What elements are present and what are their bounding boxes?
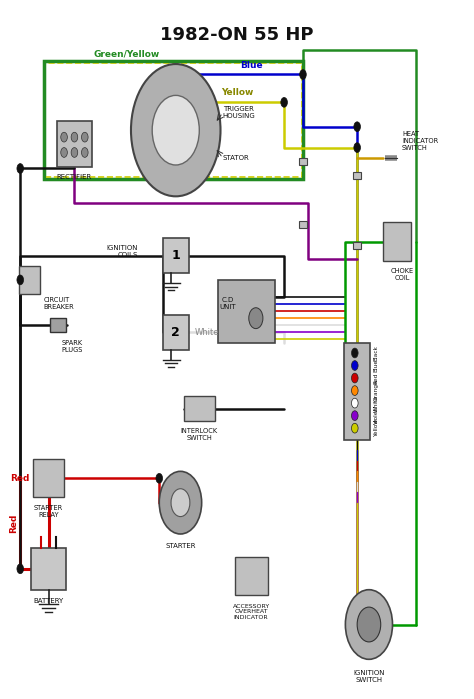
Circle shape [352,386,358,396]
Text: STATOR: STATOR [223,155,250,161]
Circle shape [354,122,360,131]
Circle shape [61,132,67,142]
Text: 1982-ON 55 HP: 1982-ON 55 HP [160,26,314,44]
Circle shape [71,132,78,142]
Text: Green/Yellow: Green/Yellow [93,50,159,59]
Text: Violet: Violet [374,408,379,424]
Text: C.D
UNIT: C.D UNIT [219,297,236,310]
Text: Yellow: Yellow [221,89,253,97]
FancyBboxPatch shape [353,172,361,179]
Circle shape [17,564,24,574]
Text: 2: 2 [172,326,180,338]
FancyBboxPatch shape [50,318,66,332]
FancyBboxPatch shape [353,242,361,249]
FancyBboxPatch shape [163,238,189,273]
FancyBboxPatch shape [299,158,307,165]
Text: Red: Red [374,373,379,384]
Text: STARTER
RELAY: STARTER RELAY [34,505,63,518]
Circle shape [71,147,78,157]
Text: IGNITION
SWITCH: IGNITION SWITCH [353,670,385,683]
Text: STARTER: STARTER [165,543,196,549]
Text: HEAT
INDICATOR
SWITCH: HEAT INDICATOR SWITCH [402,131,438,150]
Circle shape [131,64,220,196]
FancyBboxPatch shape [163,315,189,350]
Text: Blue: Blue [374,359,379,372]
Circle shape [354,143,360,152]
Circle shape [352,411,358,421]
Circle shape [82,132,88,142]
Bar [44,61,303,179]
FancyBboxPatch shape [235,556,268,595]
Text: INTERLOCK
SWITCH: INTERLOCK SWITCH [181,428,218,441]
Circle shape [159,471,201,534]
Text: Orange: Orange [374,380,379,401]
Text: CIRCUIT
BREAKER: CIRCUIT BREAKER [44,297,74,310]
Circle shape [346,590,392,659]
Circle shape [171,489,190,517]
FancyBboxPatch shape [299,221,307,228]
FancyBboxPatch shape [33,459,64,498]
FancyBboxPatch shape [31,548,66,590]
Text: TRIGGER
HOUSING: TRIGGER HOUSING [223,106,255,120]
Text: Blue: Blue [240,61,263,70]
Circle shape [300,70,306,80]
FancyBboxPatch shape [19,266,40,294]
Circle shape [352,348,358,358]
Circle shape [61,147,67,157]
Circle shape [352,373,358,383]
Text: ACCESSORY
OVERHEAT
INDICATOR: ACCESSORY OVERHEAT INDICATOR [233,604,270,620]
Circle shape [357,607,381,642]
Text: SPARK
PLUGS: SPARK PLUGS [62,340,83,354]
Text: Red: Red [10,474,30,483]
FancyBboxPatch shape [57,122,92,167]
FancyBboxPatch shape [184,396,215,421]
FancyBboxPatch shape [218,280,275,343]
Circle shape [82,147,88,157]
FancyBboxPatch shape [383,222,411,261]
Bar [45,63,301,177]
Text: IGNITION
COILS: IGNITION COILS [107,245,138,258]
Circle shape [352,361,358,370]
Circle shape [352,398,358,408]
Text: Black: Black [374,345,379,361]
Circle shape [156,473,163,483]
Text: 1: 1 [172,249,180,262]
Circle shape [152,95,199,165]
Text: CHOKE
COIL: CHOKE COIL [391,268,413,281]
Text: BATTERY: BATTERY [33,598,64,604]
Circle shape [281,97,287,107]
FancyBboxPatch shape [344,343,370,440]
Text: White: White [195,328,219,337]
Circle shape [17,275,24,284]
Circle shape [249,308,263,329]
Text: Red: Red [9,514,18,533]
Circle shape [17,164,24,173]
Text: RECTIFIER: RECTIFIER [57,174,92,180]
Circle shape [352,424,358,433]
Text: Yellow: Yellow [374,419,379,438]
Text: White: White [374,395,379,412]
